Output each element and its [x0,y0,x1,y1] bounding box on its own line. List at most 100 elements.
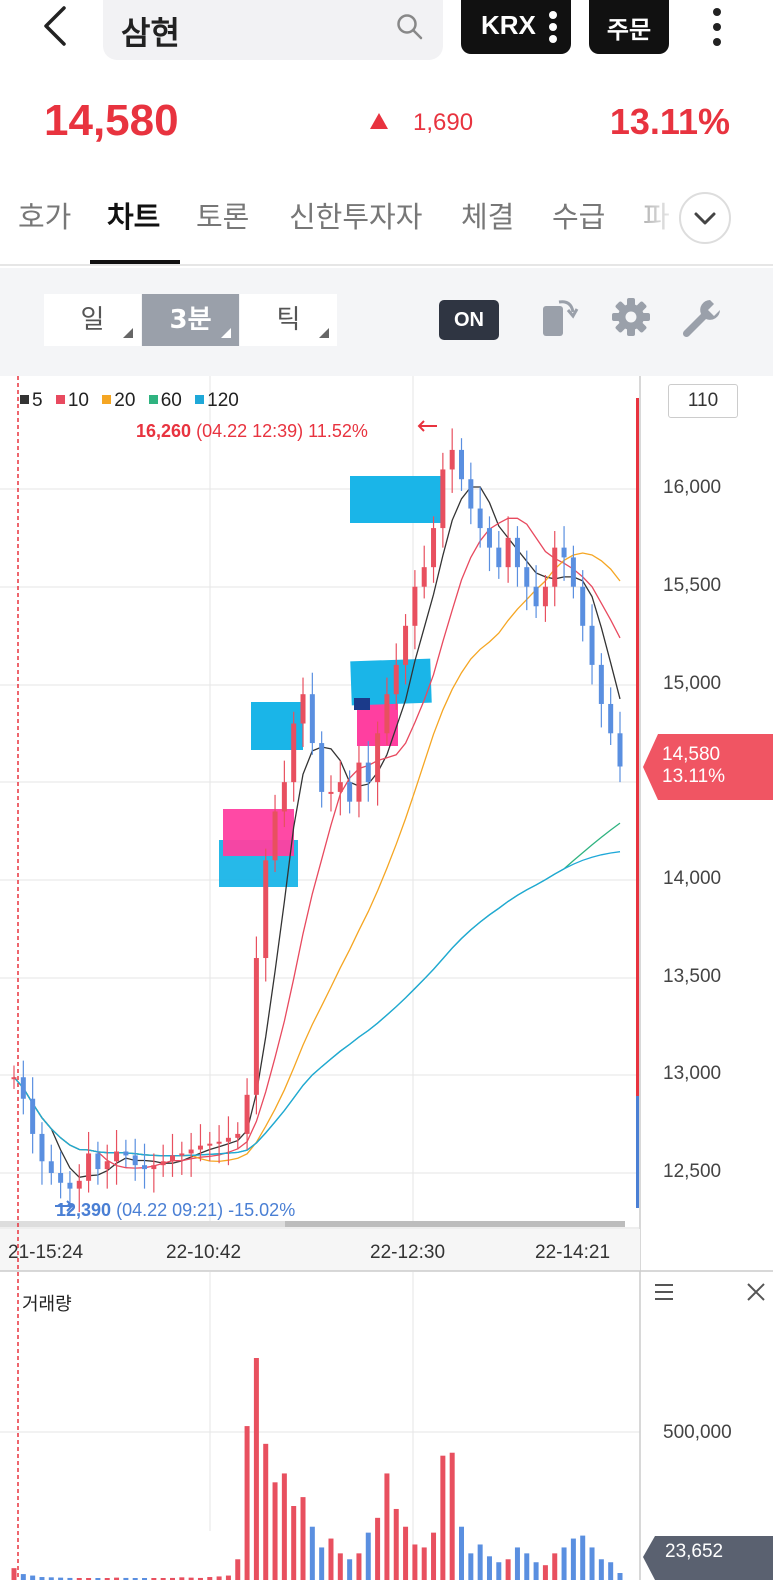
legend-ma5-label: 5 [32,390,43,411]
candle-body [263,860,269,959]
volume-bar [468,1553,474,1580]
tab-shinhan-investor[interactable]: 신한투자자 [289,200,423,234]
legend-ma5: 5 [20,390,43,411]
legend-ma10-label: 10 [67,390,89,411]
chart-area[interactable]: 5 10 20 60 120 16,260 (04.22 12:39) 11.5… [0,376,773,1580]
volume-bar [179,1577,185,1580]
indicator-on-toggle[interactable]: ON [439,300,499,340]
ma60-line [13,822,621,1157]
candle-body [179,1153,185,1156]
candle-body [272,811,278,861]
candle-body [552,547,558,587]
period-day-button[interactable]: 일 [44,294,141,346]
candle-body [533,586,539,607]
y-tick-label: 13,500 [663,966,722,987]
tab-trades[interactable]: 체결 [461,200,515,234]
volume-bar [412,1544,418,1580]
volume-bar [384,1473,390,1580]
volume-bar [20,1574,26,1580]
volume-bar [244,1426,250,1580]
period-3min-button[interactable]: 3분 [142,294,239,346]
close-icon[interactable] [744,1280,768,1304]
volume-bar [552,1553,558,1580]
volume-bar [365,1532,371,1580]
legend-ma120: 120 [195,390,239,411]
candle-body [253,958,259,1095]
candle-body [300,694,306,724]
expand-tabs-button[interactable] [679,192,731,244]
candle-body [216,1141,222,1144]
search-icon[interactable] [395,12,425,42]
volume-bar [104,1578,110,1580]
moving-average-lines [13,486,621,1178]
wrench-icon[interactable] [678,294,724,340]
current-price-tag-value: 14,580 [662,744,721,765]
candle-body [514,537,520,568]
min-price-value: 12,390 [56,1200,112,1220]
stock-search-field[interactable]: 삼현 [103,0,443,60]
rotate-screen-icon[interactable] [537,294,583,340]
change-rate: 13.11% [609,101,730,142]
candle-body [11,1077,17,1080]
back-arrow-icon[interactable] [34,4,78,48]
visible-candle-count[interactable]: 110 [668,384,738,418]
current-price-tag: 14,580 13.11% [662,744,725,788]
x-tick-label: 21-15:24 [8,1242,84,1263]
volume-bar [496,1562,502,1580]
stock-detail-tabs: 호가 차트 토론 신한투자자 체결 수급 파 [0,180,773,266]
volume-bar [235,1559,241,1580]
candle-body [114,1151,120,1162]
tab-supply-demand[interactable]: 수급 [552,200,606,234]
order-button[interactable]: 주문 [589,0,669,54]
volume-bar [570,1538,576,1580]
y-tick-label: 15,500 [663,575,722,596]
candle-body [561,547,567,558]
tab-chart[interactable]: 차트 [107,200,161,234]
candle-body [589,625,595,665]
active-tab-indicator [90,260,180,264]
price-change: 1,690 [413,109,474,136]
more-menu-icon[interactable] [700,4,734,50]
max-price-value: 16,260 [136,421,192,441]
candle-body [375,733,381,783]
candle-body [542,586,548,607]
y-tick-label: 13,000 [663,1063,722,1084]
volume-bar [225,1575,231,1580]
settings-gear-icon[interactable] [608,294,654,340]
legend-ma20: 20 [102,390,135,411]
top-bar: 삼현 KRX 주문 [0,0,773,64]
volume-bar [421,1547,427,1580]
volume-bar [393,1508,399,1580]
volume-bar [403,1526,409,1580]
volume-bar [309,1526,315,1580]
price-chart-svg[interactable] [0,376,773,1580]
period-tick-label: 틱 [276,305,301,335]
x-tick-label: 22-12:30 [370,1242,446,1263]
max-price-detail: (04.22 12:39) 11.52% [196,421,368,441]
x-tick-label: 22-10:42 [166,1242,242,1263]
candle-body [393,664,399,695]
volume-bar [160,1578,166,1580]
hamburger-menu-icon[interactable] [652,1280,678,1304]
exchange-selector-button[interactable]: KRX [461,0,571,54]
tab-orderbook[interactable]: 호가 [18,200,72,234]
y-tick-label: 12,500 [663,1161,722,1182]
period-tick-button[interactable]: 틱 [240,294,337,346]
candle-body [496,547,502,568]
volume-bar [356,1553,362,1580]
volume-bar [328,1538,334,1580]
legend-ma60-label: 60 [160,390,182,411]
candle-body [337,782,343,792]
volume-bar [598,1559,604,1580]
candle-body [617,733,623,767]
exchange-label: KRX [481,10,536,40]
candle-body [431,528,437,568]
volume-bar [95,1578,101,1580]
tab-discussion[interactable]: 토론 [196,200,250,234]
volume-bar [263,1443,269,1580]
candle-body [95,1153,101,1170]
candlesticks [11,428,623,1213]
candle-body [403,625,409,665]
y-tick-label: 16,000 [663,477,722,498]
chart-toolbar: 일 3분 틱 ON [0,268,773,376]
